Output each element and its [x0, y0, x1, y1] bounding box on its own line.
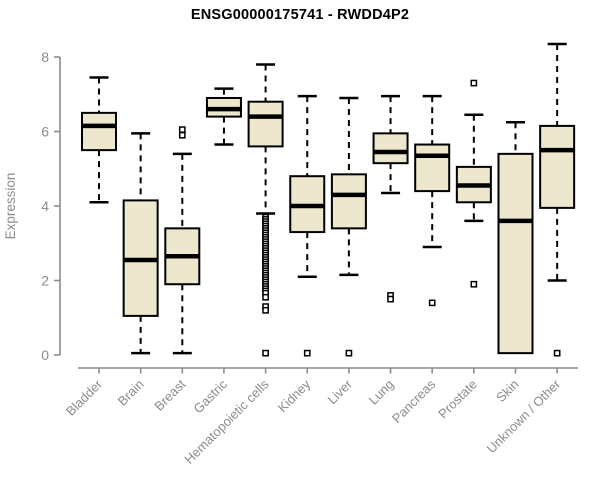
boxplot-pancreas [414, 94, 451, 307]
outlier-point [345, 349, 353, 357]
outlier-point [428, 299, 436, 307]
x-tick-label-gastric: Gastric [190, 376, 230, 416]
outlier-point [262, 306, 269, 314]
y-tick-label: 2 [41, 273, 49, 289]
x-tick-label-breast: Breast [151, 376, 188, 413]
boxplot-gastric [205, 87, 242, 146]
x-tick-label-brain: Brain [115, 377, 147, 409]
x-tick-label-lung: Lung [366, 377, 397, 408]
x-tick-label-bladder: Bladder [63, 376, 106, 419]
boxplot-bladder [81, 76, 117, 204]
boxplot-liver [330, 96, 367, 357]
outlier-point [262, 293, 269, 301]
chart-title: ENSG00000175741 - RWDD4P2 [190, 7, 410, 23]
outlier-point [178, 126, 186, 133]
outlier-point [470, 280, 478, 288]
boxplot-breast [164, 126, 201, 355]
x-tick-label-skin: Skin [493, 377, 521, 405]
iqr-box [330, 173, 367, 230]
y-tick-label: 0 [41, 347, 49, 363]
y-axis-title: Expression [3, 173, 18, 240]
y-tick-label: 8 [41, 49, 49, 65]
boxplot-prostate [455, 79, 492, 288]
boxplot-unknown-other [539, 42, 576, 357]
iqr-box [414, 143, 451, 193]
y-axis: 0 2 4 6 8 Expression [3, 49, 61, 363]
outlier-point [303, 349, 311, 357]
outlier-point [262, 349, 269, 357]
x-tick-label-prostate: Prostate [435, 377, 480, 422]
iqr-box [247, 100, 284, 148]
y-tick-label: 4 [41, 198, 49, 214]
boxplot-skin [497, 120, 534, 355]
boxplot-brain [122, 132, 159, 355]
y-tick-label: 6 [41, 124, 49, 140]
iqr-box [539, 124, 576, 209]
x-tick-label-liver: Liver [324, 376, 355, 407]
x-tick-label-unknown-other: Unknown / Other [484, 376, 564, 456]
outlier-point [553, 349, 561, 357]
iqr-box [81, 111, 117, 152]
x-tick-label-pancreas: Pancreas [389, 376, 439, 426]
boxplot-kidney [289, 94, 326, 357]
boxplot-lung [372, 94, 409, 303]
iqr-box [372, 132, 409, 165]
iqr-box [497, 152, 534, 355]
outlier-point [470, 79, 478, 87]
x-tick-label-kidney: Kidney [275, 376, 314, 415]
boxplot-hematopoietic-cells [247, 63, 284, 357]
outlier-point [387, 295, 394, 303]
outlier-point [178, 131, 186, 139]
